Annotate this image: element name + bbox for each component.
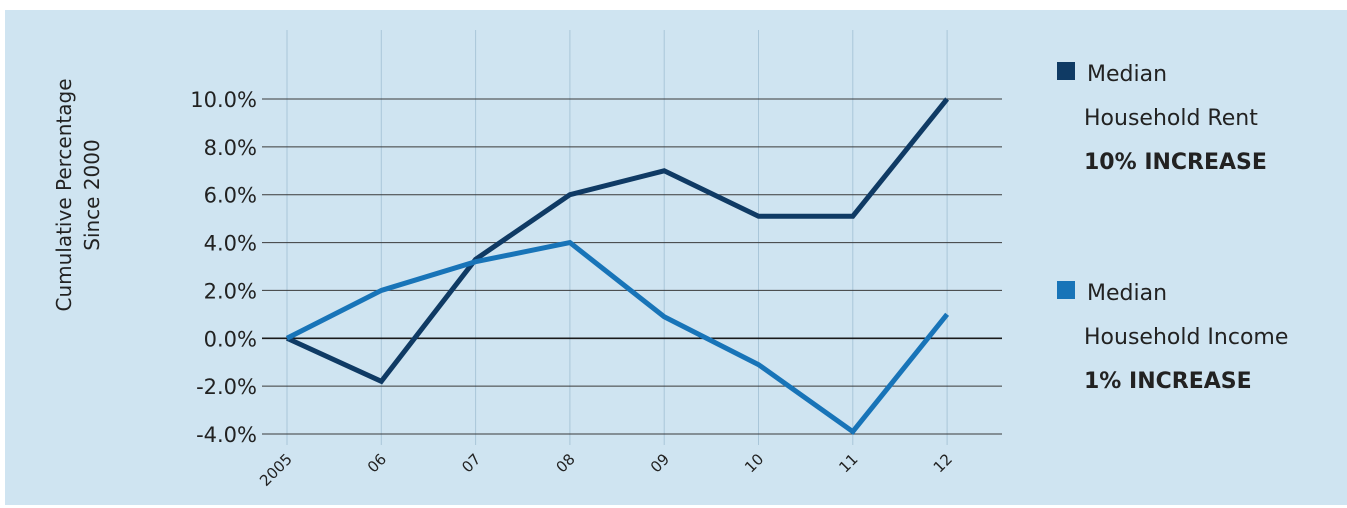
x-tick-label: 09 [647, 450, 673, 476]
series-lines [285, 97, 950, 436]
y-tick-label: 10.0% [190, 88, 257, 112]
legend-swatch [1057, 62, 1075, 80]
y-tick-label: 4.0% [204, 232, 257, 256]
x-tick-labels: 2005 06 07 08 09 10 11 12 [256, 450, 956, 490]
series-line-2 [285, 239, 950, 436]
y-tick-label: 0.0% [204, 327, 257, 351]
y-tick-label: 6.0% [204, 184, 257, 208]
legend-note: 1% INCREASE [1084, 369, 1252, 394]
x-tick-label: 2005 [256, 450, 296, 490]
x-tick-label: 08 [552, 450, 578, 476]
vertical-gridlines [286, 30, 948, 445]
legend-label-line: Household Income [1084, 325, 1288, 350]
y-tick-labels: -4.0% -2.0% 0.0% 2.0% 4.0% 6.0% 8.0% 10.0% [190, 88, 257, 447]
legend: Median Household Rent 10% INCREASE Median Ho… [1057, 62, 1288, 394]
x-tick-label: 10 [741, 450, 767, 476]
y-axis-title: Cumulative Percentage Since 2000 [52, 78, 104, 311]
y-tick-label: 2.0% [204, 279, 257, 303]
x-tick-label: 12 [930, 450, 956, 476]
y-axis-title-line: Since 2000 [80, 139, 104, 250]
y-tick-label: 8.0% [204, 136, 257, 160]
x-tick-label: 11 [835, 450, 861, 476]
series-line-1 [285, 97, 950, 385]
legend-note: 10% INCREASE [1084, 150, 1267, 175]
x-tick-label: 06 [364, 450, 390, 476]
legend-label-line: Median [1087, 281, 1167, 306]
legend-label-line: Household Rent [1084, 106, 1258, 131]
line-chart: -4.0% -2.0% 0.0% 2.0% 4.0% 6.0% 8.0% 10.0% 2005… [52, 30, 1288, 490]
y-tick-label: -4.0% [196, 423, 257, 447]
x-tick-label: 07 [458, 450, 484, 476]
y-tick-label: -2.0% [196, 375, 257, 399]
legend-label-line: Median [1087, 62, 1167, 87]
chart-panel: -4.0% -2.0% 0.0% 2.0% 4.0% 6.0% 8.0% 10.0% 2005… [5, 10, 1347, 505]
legend-swatch [1057, 281, 1075, 299]
y-axis-title-line: Cumulative Percentage [52, 78, 76, 311]
